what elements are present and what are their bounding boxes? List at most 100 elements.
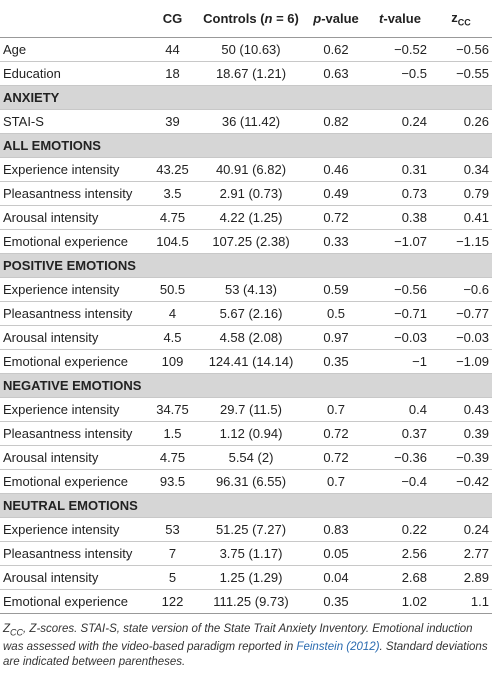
section-title: NEGATIVE EMOTIONS (0, 373, 492, 398)
cell: 29.7 (11.5) (200, 397, 302, 422)
text-segment: CC (10, 627, 24, 638)
row-label: Pleasantness intensity (0, 421, 145, 446)
row-label: Emotional experience (0, 229, 145, 254)
text-segment: p (313, 11, 322, 26)
text-segment: , Z-scores. STAI-S, state version of the… (3, 623, 473, 654)
cell: −0.77 (430, 301, 492, 326)
cell: 93.5 (145, 469, 200, 494)
cell: −0.42 (430, 469, 492, 494)
footnote: ZCC, Z-scores. STAI-S, state version of … (0, 614, 492, 670)
cell: −0.52 (370, 37, 430, 62)
cell: 0.39 (430, 421, 492, 446)
row-label: STAI-S (0, 109, 145, 134)
cell: −0.56 (430, 37, 492, 62)
data-row: Experience intensity 43.25 40.91 (6.82) 0.4… (0, 157, 492, 182)
table-body: Age 44 50 (10.63) 0.62 −0.52 −0.56 Education 18… (0, 37, 492, 614)
cell: 1.1 (430, 589, 492, 614)
data-row: Emotional experience 104.5 107.25 (2.38) 0.… (0, 229, 492, 254)
cell: 0.31 (370, 157, 430, 182)
data-row: Pleasantness intensity 1.5 1.12 (0.94) 0.72… (0, 421, 492, 446)
cell: −0.55 (430, 61, 492, 86)
text-segment: Controls ( (203, 11, 265, 26)
column-header: Controls (n = 6) (200, 0, 302, 38)
cell: 2.77 (430, 541, 492, 566)
citation-link[interactable]: Feinstein (2012) (296, 641, 380, 654)
cell: 0.24 (430, 517, 492, 542)
cell: 43.25 (145, 157, 200, 182)
text-segment: n (264, 11, 273, 26)
cell: 2.91 (0.73) (200, 181, 302, 206)
cell: 18.67 (1.21) (200, 61, 302, 86)
cell: 0.49 (302, 181, 370, 206)
cell: −0.6 (430, 277, 492, 302)
section-row: NEUTRAL EMOTIONS (0, 493, 492, 518)
cell: 0.83 (302, 517, 370, 542)
text-segment: Z (3, 623, 11, 635)
cell: 0.73 (370, 181, 430, 206)
cell: 124.41 (14.14) (200, 349, 302, 374)
cell: −0.56 (370, 277, 430, 302)
section-title: NEUTRAL EMOTIONS (0, 493, 492, 518)
data-row: Pleasantness intensity 4 5.67 (2.16) 0.5 −0.… (0, 301, 492, 326)
cell: 0.4 (370, 397, 430, 422)
text-segment: = 6) (272, 11, 299, 26)
cell: 50 (10.63) (200, 37, 302, 62)
row-label: Pleasantness intensity (0, 541, 145, 566)
text-segment: CC (457, 17, 471, 28)
cell: 44 (145, 37, 200, 62)
cell: 1.12 (0.94) (200, 421, 302, 446)
cell: 36 (11.42) (200, 109, 302, 134)
cell: 0.63 (302, 61, 370, 86)
row-label: Emotional experience (0, 469, 145, 494)
cell: 0.35 (302, 349, 370, 374)
cell: −0.4 (370, 469, 430, 494)
cell: 53 (4.13) (200, 277, 302, 302)
cell: 0.43 (430, 397, 492, 422)
cell: 109 (145, 349, 200, 374)
cell: 34.75 (145, 397, 200, 422)
cell: 0.33 (302, 229, 370, 254)
cell: 4 (145, 301, 200, 326)
column-header: zCC (430, 0, 492, 38)
cell: 0.37 (370, 421, 430, 446)
cell: 40.91 (6.82) (200, 157, 302, 182)
cell: 104.5 (145, 229, 200, 254)
cell: 53 (145, 517, 200, 542)
cell: 4.58 (2.08) (200, 325, 302, 350)
section-title: ALL EMOTIONS (0, 133, 492, 158)
cell: 0.22 (370, 517, 430, 542)
cell: 0.97 (302, 325, 370, 350)
cell: 0.46 (302, 157, 370, 182)
section-row: ANXIETY (0, 85, 492, 110)
cell: −0.03 (370, 325, 430, 350)
column-header: CG (145, 0, 200, 38)
text-segment: z (451, 9, 458, 25)
cell: 0.82 (302, 109, 370, 134)
text-segment: t (379, 11, 384, 26)
row-label: Arousal intensity (0, 205, 145, 230)
cell: 3.5 (145, 181, 200, 206)
data-row: Emotional experience 122 111.25 (9.73) 0.35… (0, 589, 492, 614)
text-segment: CG (162, 11, 183, 26)
cell: −1.15 (430, 229, 492, 254)
cell: 0.05 (302, 541, 370, 566)
section-title: ANXIETY (0, 85, 492, 110)
cell: −0.03 (430, 325, 492, 350)
cell: −0.39 (430, 445, 492, 470)
section-row: POSITIVE EMOTIONS (0, 253, 492, 278)
row-label: Arousal intensity (0, 325, 145, 350)
row-label: Age (0, 37, 145, 62)
data-row: Experience intensity 50.5 53 (4.13) 0.59 −0.… (0, 277, 492, 302)
cell: −1.09 (430, 349, 492, 374)
cell: 4.22 (1.25) (200, 205, 302, 230)
cell: 0.26 (430, 109, 492, 134)
row-label: Experience intensity (0, 397, 145, 422)
cell: 1.5 (145, 421, 200, 446)
header-row: CG Controls (n = 6) p-value t-value zCC (0, 0, 492, 38)
cell: 2.68 (370, 565, 430, 590)
column-header: t-value (370, 0, 430, 38)
cell: 18 (145, 61, 200, 86)
section-row: NEGATIVE EMOTIONS (0, 373, 492, 398)
data-row: Pleasantness intensity 7 3.75 (1.17) 0.05 2.… (0, 541, 492, 566)
cell: −0.71 (370, 301, 430, 326)
